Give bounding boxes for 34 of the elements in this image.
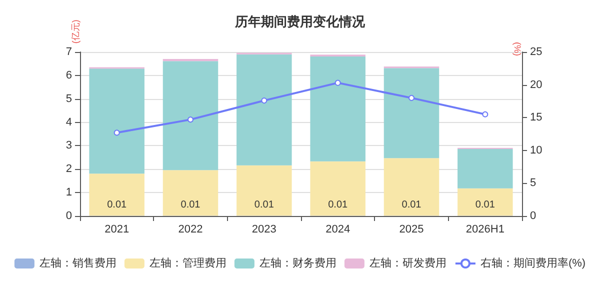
legend-label: 左轴：管理费用 [149, 256, 226, 270]
y-tick-label: 0 [66, 210, 72, 222]
y-tick-label: 2 [66, 163, 72, 176]
data-label: 0.01 [328, 200, 348, 210]
y2-tick-label: 0 [530, 210, 536, 222]
y-tick-label: 5 [66, 92, 72, 105]
y-tick-label: 3 [66, 140, 72, 152]
x-tick-label: 2025 [399, 224, 424, 236]
y2-tick-label: 15 [530, 112, 542, 124]
y2-tick-label: 5 [530, 177, 536, 190]
data-label: 0.01 [402, 200, 422, 210]
legend-label: 右轴：期间费用率(%) [480, 256, 586, 270]
chart-title: 历年期间费用变化情况 [234, 14, 366, 29]
x-tick-label: 2024 [326, 224, 350, 236]
x-tick-label: 2023 [252, 224, 276, 236]
y2-axis-title: (%) [512, 42, 522, 56]
x-tick-label: 2022 [178, 224, 203, 236]
y2-tick-label: 25 [530, 46, 542, 58]
legend-label: 左轴：销售费用 [39, 256, 116, 270]
legend-label: 左轴：研发费用 [369, 256, 446, 270]
y-tick-label: 7 [66, 46, 72, 58]
data-label: 0.01 [180, 200, 201, 210]
y-tick-label: 4 [66, 116, 72, 128]
x-tick-label: 2021 [104, 224, 130, 236]
y2-tick-label: 20 [530, 78, 542, 91]
data-label: 0.01 [107, 200, 127, 210]
x-tick-label: 2026H1 [466, 224, 504, 236]
y-axis-title: (亿元) [70, 20, 80, 44]
data-label: 0.01 [475, 200, 496, 210]
y-tick-label: 6 [66, 69, 72, 82]
y2-tick-label: 10 [530, 144, 542, 156]
y-tick-label: 1 [66, 186, 72, 199]
legend-label: 左轴：财务费用 [259, 256, 336, 270]
data-label: 0.01 [254, 200, 274, 210]
